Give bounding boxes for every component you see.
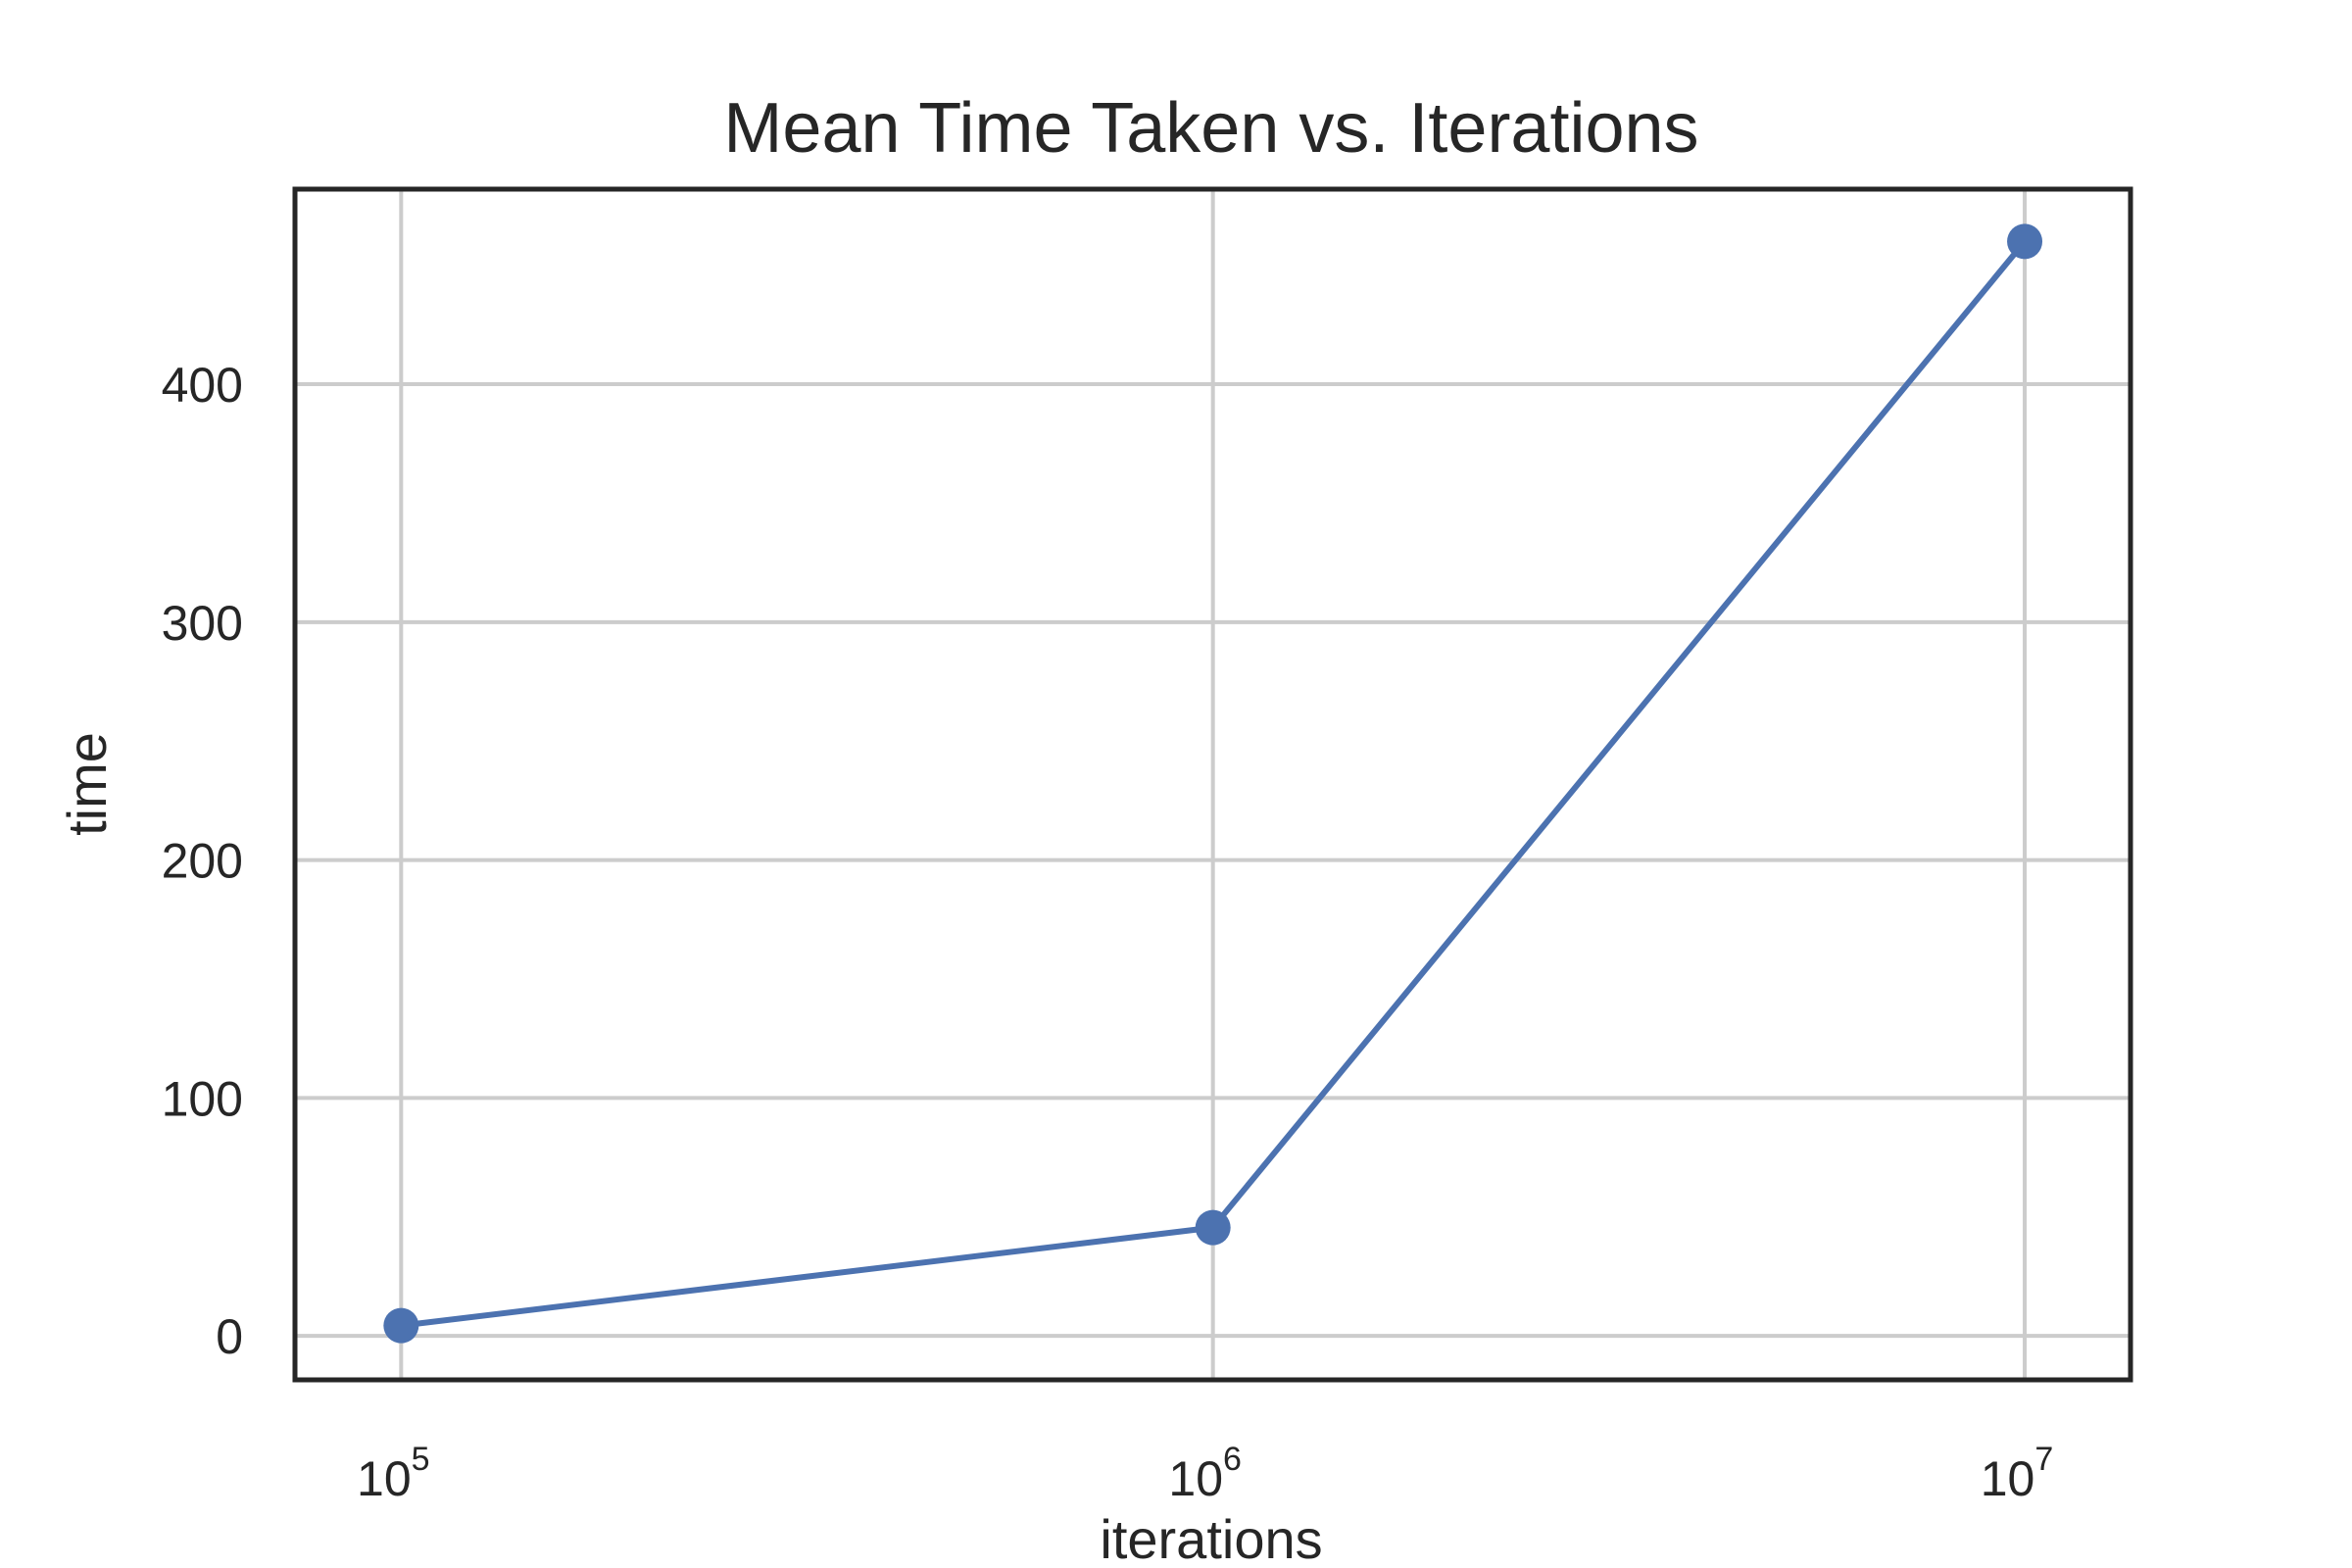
y-tick-label: 300 [162,596,243,651]
y-tick-label: 0 [216,1309,243,1364]
data-point [2007,223,2043,260]
y-tick-label: 400 [162,358,243,413]
x-axis-label: iterations [1100,1508,1322,1568]
x-tick-label: 105 [357,1441,430,1506]
y-tick-label: 200 [162,834,243,889]
y-tick-label: 100 [162,1071,243,1126]
x-tick-label: 107 [1981,1441,2054,1506]
y-axis-label: time [56,732,118,836]
gridlines [295,189,2131,1380]
data-point [383,1307,419,1344]
x-axis-ticks: 105 106 107 [357,1441,2053,1506]
chart-title: Mean Time Taken vs. Iterations [723,89,1698,168]
x-tick-label: 106 [1168,1441,1242,1506]
data-series [383,223,2043,1344]
plot-frame [292,186,2133,1383]
data-point [1195,1209,1231,1246]
y-axis-ticks: 0 100 200 300 400 [162,358,243,1364]
